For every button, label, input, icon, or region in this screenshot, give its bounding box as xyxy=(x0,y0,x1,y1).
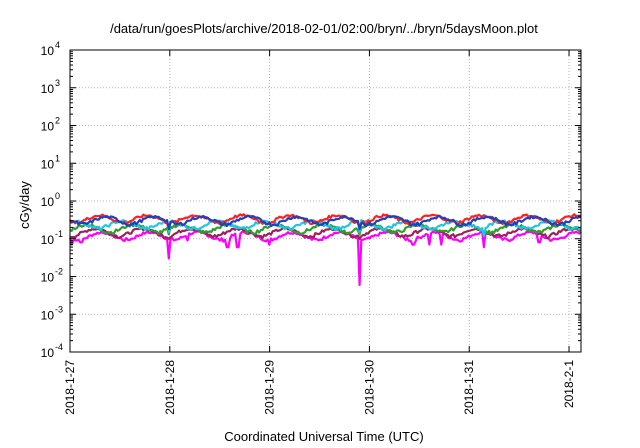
x-tick-label: 2018-1-27 xyxy=(63,360,77,415)
y-tick-exponent: 4 xyxy=(55,40,60,50)
y-tick-label: 10 xyxy=(41,233,55,247)
x-tick-label: 2018-1-28 xyxy=(163,360,177,415)
x-axis-label: Coordinated Universal Time (UTC) xyxy=(224,429,423,444)
y-tick-exponent: 1 xyxy=(55,153,60,163)
chart-title: /data/run/goesPlots/archive/2018-02-01/0… xyxy=(110,21,538,36)
x-axis: 2018-1-27 2018-1-28 2018-1-29 2018-1-30 2018… xyxy=(63,50,576,415)
y-tick-exponent: -2 xyxy=(55,267,63,277)
x-tick-label: 2018-1-29 xyxy=(263,360,277,415)
y-tick-label: 10 xyxy=(41,157,55,171)
y-tick-exponent: 2 xyxy=(55,116,60,126)
x-tick-label: 2018-1-31 xyxy=(462,360,476,415)
series-group xyxy=(68,213,582,286)
y-tick-label: 10 xyxy=(41,120,55,134)
y-tick-label: 10 xyxy=(41,195,55,209)
y-tick-exponent: -3 xyxy=(55,304,63,314)
x-tick-label: 2018-2-1 xyxy=(562,360,576,408)
y-tick-exponent: 3 xyxy=(55,78,60,88)
y-tick-exponent: 0 xyxy=(55,191,60,201)
y-tick-label: 10 xyxy=(41,271,55,285)
grid xyxy=(70,50,581,352)
y-tick-exponent: -4 xyxy=(55,342,63,352)
y-tick-label: 10 xyxy=(41,82,55,96)
y-tick-label: 10 xyxy=(41,346,55,360)
y-tick-label: 10 xyxy=(41,44,55,58)
x-tick-label: 2018-1-30 xyxy=(362,360,376,415)
series-line xyxy=(69,214,582,231)
y-tick-exponent: -1 xyxy=(55,229,63,239)
y-tick-label: 10 xyxy=(41,308,55,322)
y-axis-label: cGy/day xyxy=(17,181,32,229)
